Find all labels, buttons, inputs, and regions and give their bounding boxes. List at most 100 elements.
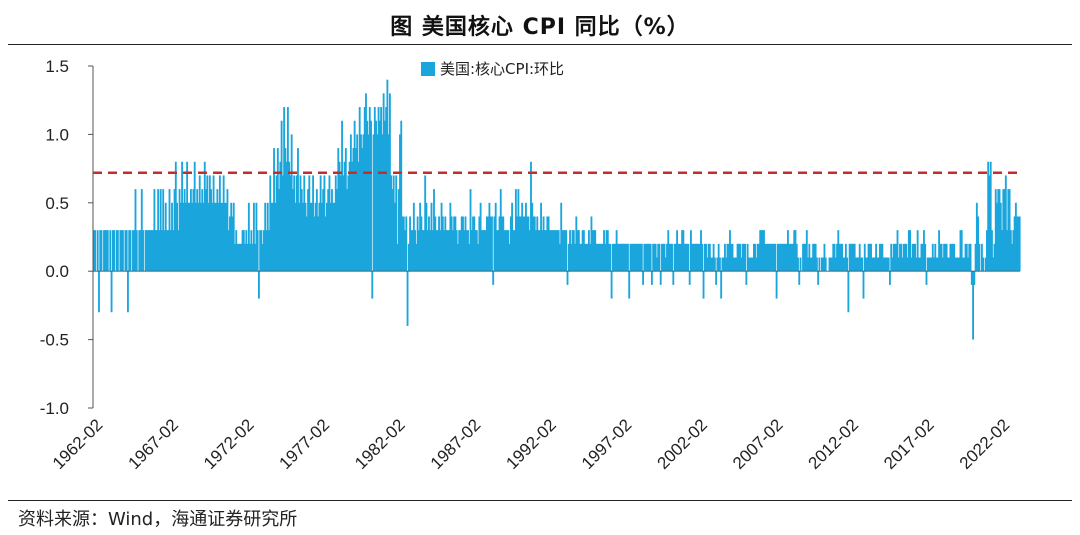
bar — [223, 202, 226, 272]
bar — [254, 243, 257, 272]
bar — [446, 230, 449, 272]
bar — [109, 230, 112, 272]
bar — [498, 216, 501, 272]
bar — [731, 243, 734, 272]
bar — [94, 230, 97, 272]
bar — [419, 202, 422, 272]
bar — [606, 230, 609, 272]
bar — [650, 271, 653, 285]
bar — [169, 230, 172, 272]
bar — [808, 243, 811, 272]
bar — [632, 243, 634, 272]
bar — [896, 230, 899, 272]
bar — [474, 230, 477, 272]
bar — [189, 189, 192, 272]
bar — [814, 243, 817, 272]
bar — [1013, 216, 1016, 272]
bar — [663, 243, 666, 272]
bar — [911, 243, 914, 272]
bar — [789, 243, 792, 272]
bar — [1016, 216, 1019, 272]
bar — [555, 230, 558, 272]
bar — [115, 230, 118, 272]
bar — [785, 243, 788, 272]
bar — [167, 230, 170, 272]
bar — [147, 230, 150, 272]
bar — [451, 230, 454, 272]
bar — [931, 243, 934, 272]
bar — [310, 202, 313, 272]
bar — [974, 243, 977, 272]
bar — [158, 230, 161, 272]
bar — [585, 243, 588, 272]
bar — [242, 230, 245, 272]
bar — [366, 120, 369, 272]
bar — [463, 230, 466, 272]
bar — [944, 243, 947, 272]
bar — [269, 175, 272, 272]
bar — [263, 230, 265, 272]
bar — [424, 175, 427, 272]
bar — [566, 271, 569, 285]
bar — [775, 271, 778, 299]
bar — [195, 202, 197, 272]
bar — [843, 257, 846, 272]
bar — [742, 243, 745, 272]
bar — [506, 230, 508, 272]
bar — [1017, 216, 1020, 272]
bar — [726, 243, 729, 272]
bar — [526, 216, 529, 272]
bar — [457, 243, 459, 272]
bar — [984, 257, 987, 272]
bar — [409, 216, 411, 272]
bar — [1001, 230, 1003, 272]
bar — [968, 243, 971, 272]
bar — [208, 175, 211, 272]
bar — [587, 230, 590, 272]
bar — [934, 243, 937, 272]
bar — [197, 202, 200, 272]
bar — [460, 216, 463, 272]
bar — [148, 230, 151, 272]
bar — [488, 202, 491, 272]
bar — [502, 216, 505, 272]
bar — [106, 230, 109, 272]
bar — [921, 243, 924, 272]
bar — [955, 257, 958, 272]
bar — [593, 230, 595, 272]
x-tick-label: 1967-02 — [124, 415, 182, 473]
bar — [338, 161, 341, 272]
bar — [298, 202, 301, 272]
bar — [501, 216, 503, 272]
bar — [176, 202, 178, 272]
bar — [320, 202, 323, 272]
bar — [623, 243, 626, 272]
bar — [703, 243, 706, 272]
bar — [614, 243, 617, 272]
bar — [362, 134, 365, 272]
bar — [295, 175, 298, 272]
bar — [448, 230, 451, 272]
bar — [569, 230, 571, 272]
bar — [637, 243, 639, 272]
bar — [365, 93, 367, 272]
bar — [375, 120, 377, 272]
bar — [1003, 189, 1006, 272]
bar — [610, 271, 613, 299]
bar — [173, 189, 176, 272]
bar — [507, 230, 510, 272]
bar — [620, 243, 623, 272]
bar — [354, 148, 357, 272]
bar — [579, 243, 582, 272]
bar — [999, 202, 1002, 272]
bar — [386, 79, 389, 272]
bar — [245, 230, 248, 272]
bar — [584, 243, 587, 272]
bar — [251, 243, 254, 272]
x-tick-label: 1977-02 — [276, 415, 334, 473]
bar — [443, 230, 445, 272]
bar — [989, 161, 992, 272]
bar — [656, 257, 658, 272]
bar — [271, 202, 274, 272]
bar — [111, 230, 114, 272]
